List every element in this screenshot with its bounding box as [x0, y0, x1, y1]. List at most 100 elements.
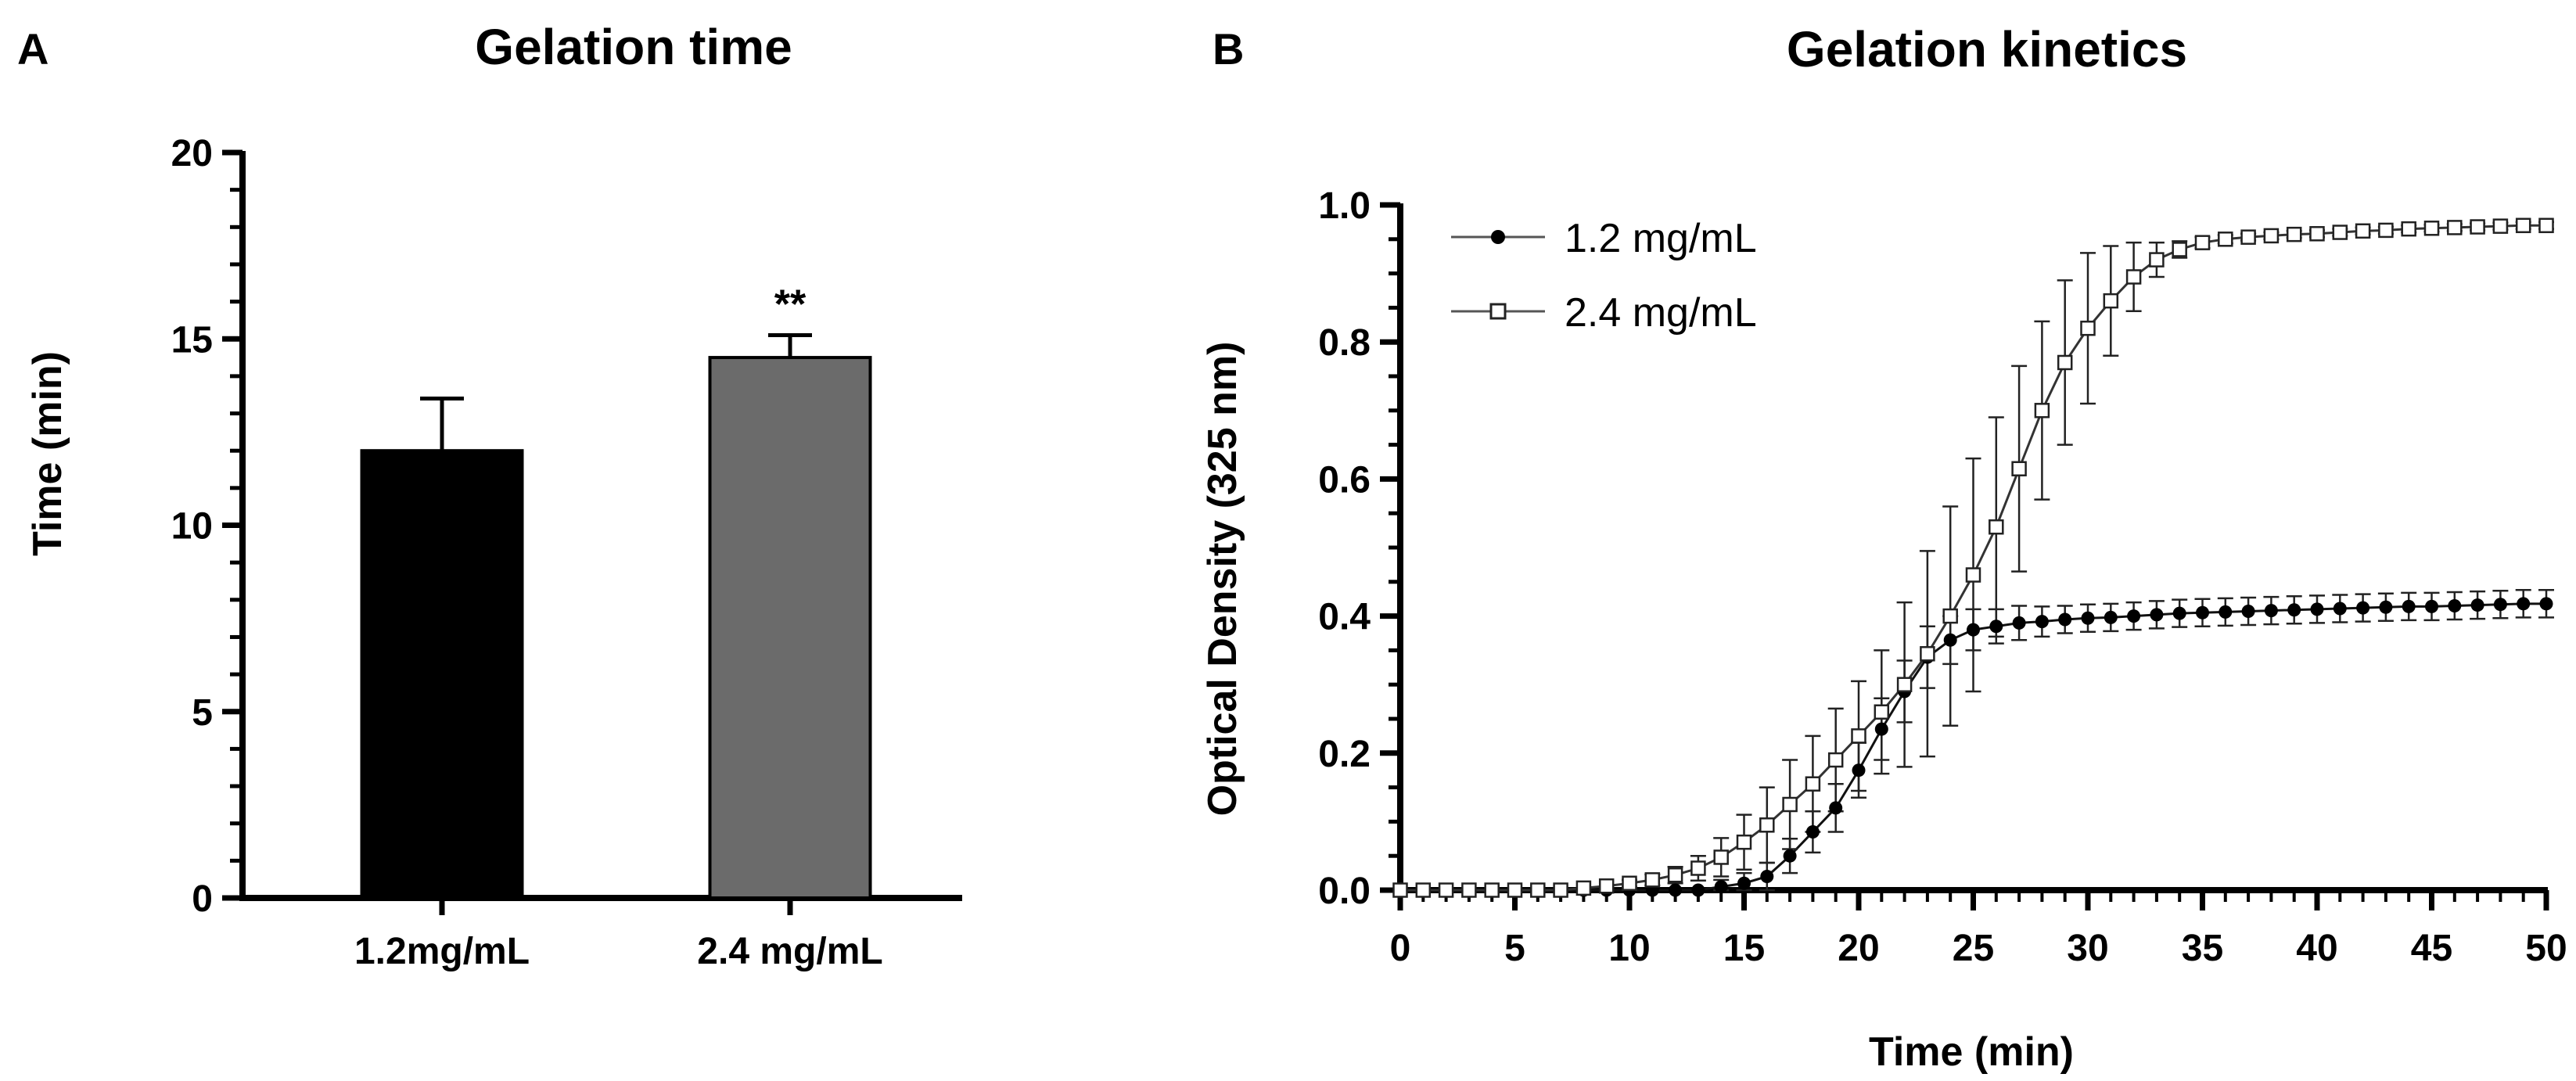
data-point: [1852, 763, 1866, 778]
significance-annotation: **: [774, 282, 807, 327]
data-point: [2012, 616, 2026, 630]
legend-label-series-1: 1.2 mg/mL: [1565, 216, 1757, 261]
panel-a-y-axis-label: Time (min): [25, 351, 70, 556]
data-point: [1553, 882, 1568, 898]
x-tick-label: 10: [1608, 928, 1650, 969]
x-tick-label: 50: [2525, 928, 2567, 969]
data-point: [2219, 605, 2233, 619]
data-point: [1965, 567, 1981, 583]
data-point: [1575, 880, 1592, 896]
data-point: [2057, 354, 2073, 371]
data-point: [2539, 597, 2553, 611]
data-point: [1737, 876, 1751, 890]
data-point: [1827, 752, 1844, 768]
data-point: [2218, 232, 2233, 247]
data-point: [1438, 882, 1454, 898]
data-point: [1967, 623, 1980, 637]
panel-b: B Gelation kinetics Optical Density (325…: [1200, 21, 2567, 1075]
data-point: [2081, 611, 2095, 625]
panel-a-title: Gelation time: [475, 19, 792, 75]
data-point: [1392, 882, 1408, 898]
bar: [708, 356, 872, 900]
data-point: [1920, 646, 1935, 662]
data-point: [2035, 615, 2049, 629]
y-tick-label: 0.0: [1318, 871, 1371, 912]
data-point: [2080, 320, 2096, 336]
data-point: [1691, 883, 1705, 897]
data-point: [2492, 218, 2509, 234]
data-point: [2333, 602, 2347, 616]
legend-label-series-2: 2.4 mg/mL: [1565, 290, 1757, 336]
data-point: [2332, 224, 2348, 240]
panel-a: A Gelation time Time (min) 0 5 10 15 20 1.2mg…: [17, 19, 962, 972]
data-point: [1415, 882, 1432, 898]
data-point: [2263, 228, 2280, 244]
y-tick-label: 0.6: [1318, 459, 1371, 501]
y-tick-label: 10: [171, 506, 213, 548]
x-tick-label: 15: [1723, 928, 1765, 969]
data-point: [2149, 252, 2165, 268]
data-point: [2286, 226, 2302, 242]
y-tick-label: 5: [192, 692, 213, 734]
data-point: [2125, 269, 2142, 285]
data-point: [2515, 217, 2531, 234]
data-point: [1667, 867, 1683, 883]
data-point: [2309, 226, 2325, 242]
data-point: [2448, 598, 2462, 612]
data-point: [2127, 609, 2141, 623]
y-tick-label: 15: [171, 319, 213, 361]
data-point: [2172, 606, 2186, 620]
data-point: [1622, 875, 1637, 891]
data-point: [1690, 860, 1706, 876]
data-point: [2379, 600, 2393, 614]
data-point: [2103, 293, 2119, 309]
data-point: [1942, 608, 1958, 624]
data-point: [2470, 219, 2485, 235]
panel-a-plot: 0 5 10 15 20 1.2mg/mL 2.4 mg/mL **: [171, 133, 962, 972]
data-point: [2310, 602, 2324, 616]
x-tick-label: 0: [1390, 928, 1411, 969]
data-point: [2538, 217, 2554, 234]
panel-b-y-axis-label: Optical Density (325 nm): [1200, 342, 1245, 817]
panel-b-title: Gelation kinetics: [1787, 21, 2187, 77]
panel-b-label: B: [1213, 24, 1244, 74]
data-point: [1713, 849, 1729, 865]
y-tick-label: 0.2: [1318, 734, 1371, 775]
data-point: [2034, 403, 2050, 418]
data-point: [2355, 223, 2371, 239]
data-point: [2240, 229, 2256, 245]
y-tick-label: 0.4: [1318, 597, 1371, 638]
data-point: [1805, 825, 1820, 839]
data-point: [2287, 603, 2301, 617]
x-tick-label: 2.4 mg/mL: [697, 931, 882, 972]
data-point: [1896, 677, 1913, 692]
data-point: [2425, 599, 2438, 613]
legend-marker-series-1: [1491, 230, 1505, 244]
data-point: [1874, 704, 1890, 720]
y-tick-label: 0: [192, 878, 213, 920]
data-point: [2356, 601, 2370, 615]
data-point: [1714, 880, 1728, 894]
data-point: [2058, 612, 2072, 627]
data-point: [1783, 849, 1797, 863]
data-point: [1507, 882, 1523, 898]
x-tick-label: 5: [1504, 928, 1525, 969]
data-point: [1530, 882, 1546, 898]
data-point: [1760, 869, 1774, 883]
data-point: [1989, 620, 2003, 634]
data-point: [2470, 598, 2484, 612]
data-point: [1782, 796, 1798, 813]
data-point: [2264, 604, 2278, 618]
data-point: [2493, 598, 2507, 612]
data-point: [2194, 235, 2211, 250]
panel-b-plot: 0.0 0.2 0.4 0.6 0.8 1.0 0 5 10 15 20 25 30 35 40 45 50: [1318, 185, 2567, 969]
x-tick-label: 35: [2182, 928, 2223, 969]
data-point: [1943, 633, 1957, 647]
data-point: [1736, 834, 1752, 850]
x-tick-label: 1.2mg/mL: [354, 931, 530, 972]
x-tick-label: 25: [1953, 928, 1994, 969]
data-point: [1461, 882, 1477, 898]
panel-a-label: A: [17, 24, 49, 74]
data-point: [1759, 817, 1775, 833]
